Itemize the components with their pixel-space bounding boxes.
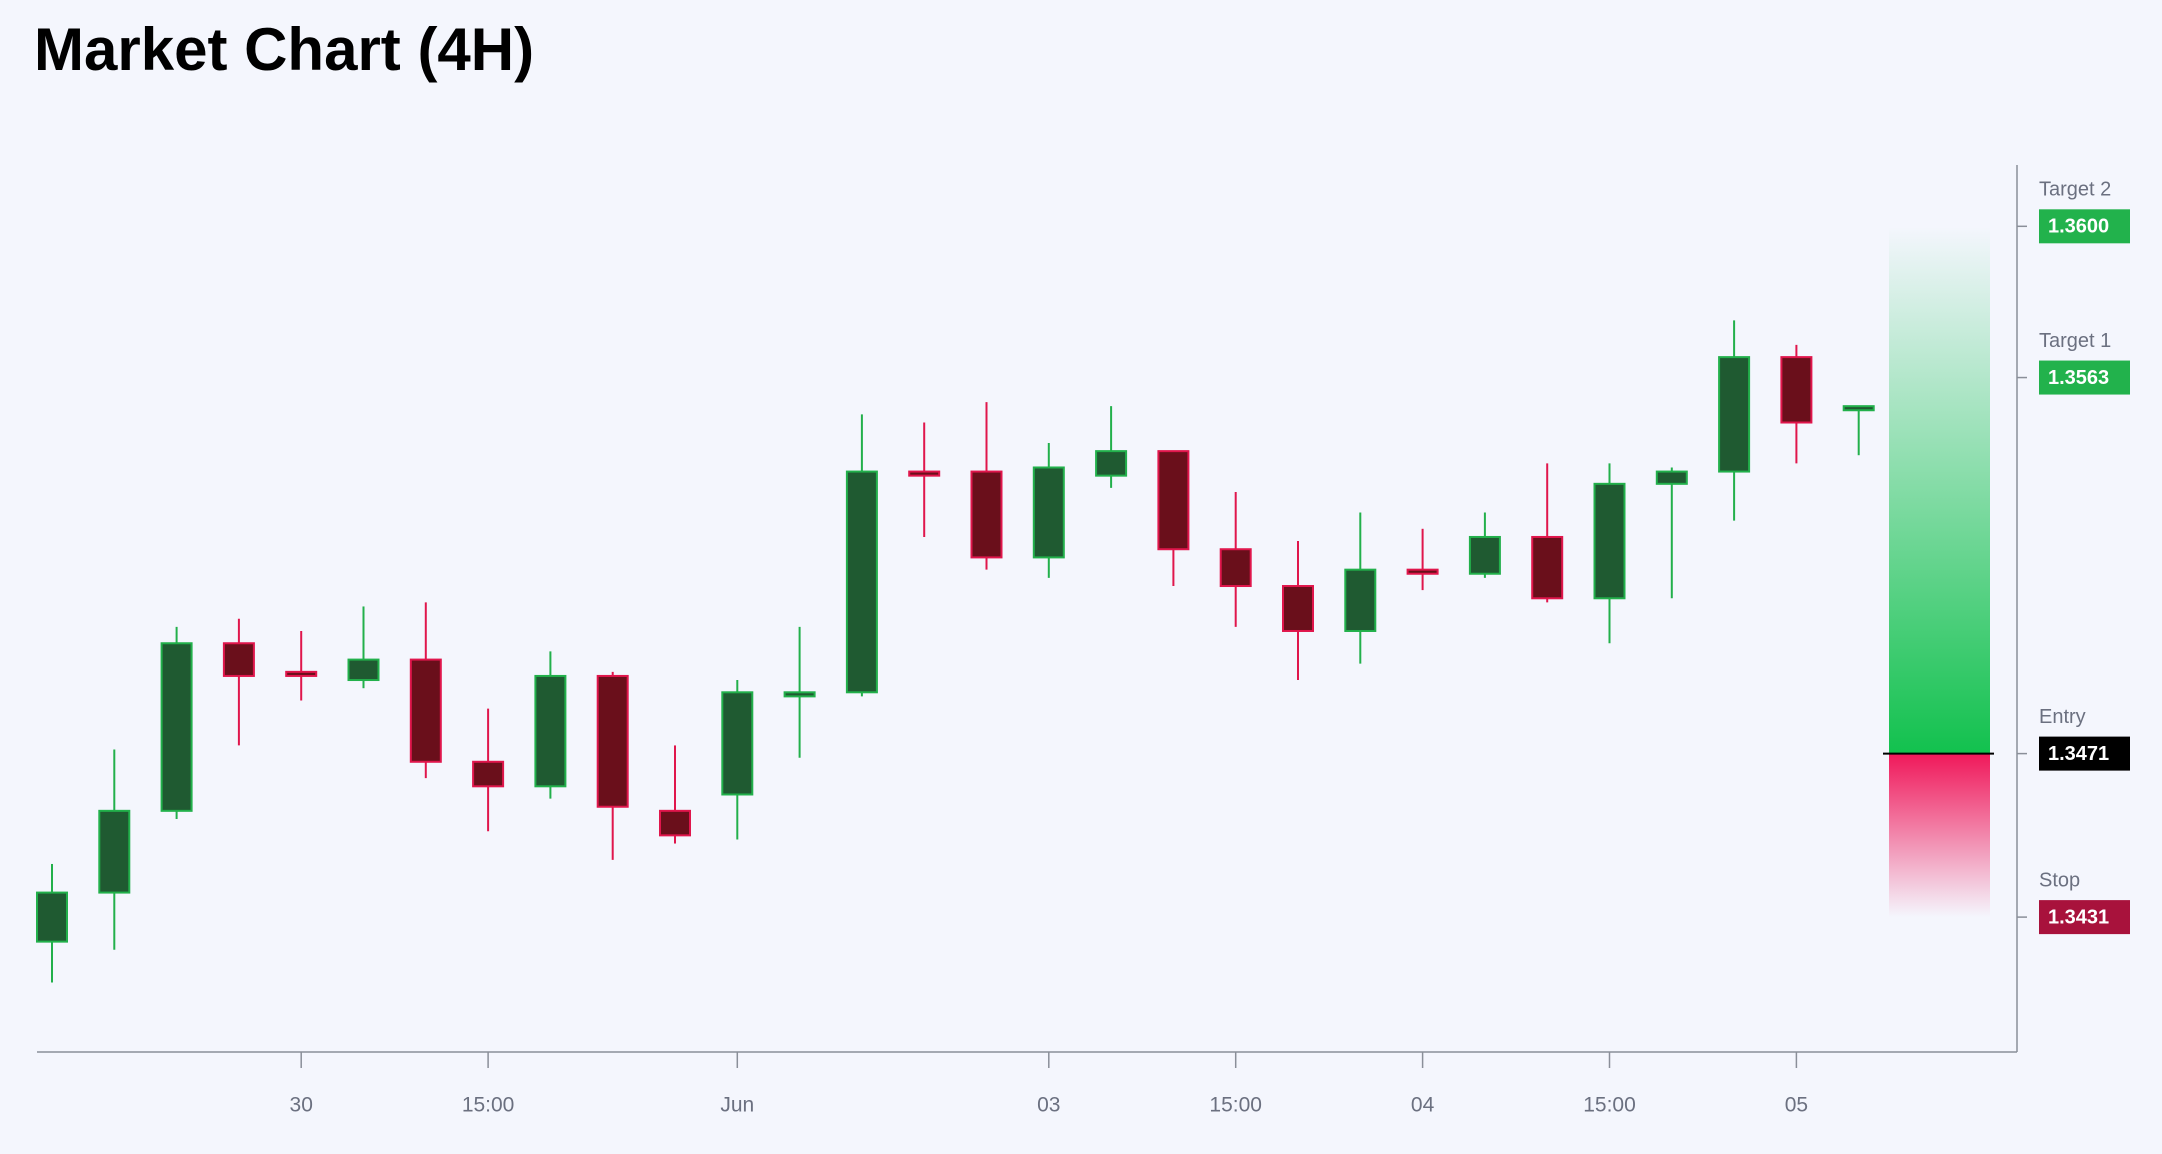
candle-body bbox=[908, 470, 941, 477]
candle-body bbox=[1219, 548, 1252, 588]
candle-body bbox=[1282, 585, 1314, 632]
candle-body bbox=[534, 674, 567, 788]
level-name: Target 2 bbox=[2039, 179, 2111, 201]
x-tick-label: 05 bbox=[1785, 1094, 1808, 1117]
level-name: Entry bbox=[2039, 706, 2086, 728]
candle-body bbox=[1718, 356, 1751, 473]
x-tick-label: 04 bbox=[1411, 1094, 1435, 1117]
level-label: 1.3431 bbox=[2048, 906, 2109, 928]
candle-body bbox=[347, 658, 380, 682]
level-name: Stop bbox=[2039, 869, 2080, 891]
level-box bbox=[2039, 360, 2130, 395]
candle-body bbox=[285, 670, 318, 677]
candle-body bbox=[1468, 535, 1501, 575]
candle-body bbox=[98, 809, 131, 894]
candle-body bbox=[970, 470, 1003, 559]
level-label: 1.3600 bbox=[2048, 216, 2109, 238]
candle-body bbox=[783, 691, 816, 698]
candle-body bbox=[1780, 356, 1813, 424]
candle-body bbox=[659, 809, 691, 837]
level-box bbox=[2039, 209, 2130, 244]
x-tick-label: Jun bbox=[720, 1094, 754, 1117]
level-label: 1.3471 bbox=[2048, 743, 2109, 765]
candle-body bbox=[1032, 466, 1065, 559]
candle-body bbox=[1842, 405, 1875, 412]
candle-body bbox=[845, 470, 878, 694]
x-tick-label: 15:00 bbox=[1583, 1094, 1636, 1117]
candle-body bbox=[1157, 450, 1190, 551]
candle-body bbox=[1655, 470, 1688, 485]
chart-title: Market Chart (4H) bbox=[34, 16, 534, 83]
x-tick-label: 03 bbox=[1037, 1094, 1060, 1117]
candle-body bbox=[222, 642, 255, 677]
level-box bbox=[2039, 736, 2130, 771]
loss-zone bbox=[1889, 753, 1990, 918]
candle-body bbox=[1344, 568, 1377, 632]
candle-body bbox=[1406, 568, 1439, 575]
x-tick-label: 30 bbox=[290, 1094, 313, 1117]
profit-zone bbox=[1889, 226, 1990, 754]
candle-body bbox=[409, 658, 442, 763]
level-name: Target 1 bbox=[2039, 330, 2111, 352]
candle-body bbox=[1095, 450, 1128, 477]
candle-body bbox=[472, 760, 505, 788]
candle-body bbox=[721, 691, 754, 796]
candle-body bbox=[1531, 535, 1564, 600]
candle-body bbox=[596, 674, 629, 808]
candle-body bbox=[36, 891, 68, 943]
level-label: 1.3563 bbox=[2048, 367, 2109, 389]
candle-body bbox=[160, 642, 193, 812]
level-box bbox=[2039, 900, 2130, 935]
candle-body bbox=[1593, 482, 1626, 600]
x-tick-label: 15:00 bbox=[1209, 1094, 1262, 1117]
x-tick-label: 15:00 bbox=[462, 1094, 515, 1117]
